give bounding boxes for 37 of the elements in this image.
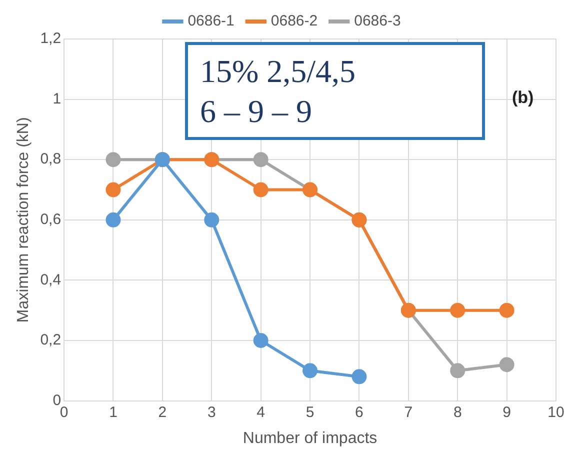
point [499,302,514,318]
y-tick-label: 0,6 [40,211,62,228]
legend-label: 0686-1 [188,12,234,30]
y-tick-label: 1 [52,90,62,108]
x-tick-label: 1 [109,404,118,421]
point [499,357,514,372]
x-axis-title: Number of impacts [242,430,378,447]
x-tick-label: 4 [256,404,266,421]
x-tick-label: 6 [355,404,364,421]
point [106,152,121,168]
point [253,182,268,198]
annotation: (b) [512,88,534,108]
point [450,363,466,378]
y-tick-label: 1,2 [40,30,62,48]
legend-label: 0686-3 [354,12,401,30]
point [204,212,220,228]
x-tick-label: 7 [404,404,413,421]
y-tick-label: 0,8 [40,150,62,168]
legend-label: 0686-2 [270,12,318,30]
text-box: 15% 2,5/4,5 6 – 9 – 9 [185,42,485,140]
point [352,369,367,384]
point [302,363,318,378]
point [253,333,268,348]
y-tick-label: 0,2 [40,332,62,349]
x-tick-label: 9 [502,404,511,421]
x-tick-label: 8 [453,404,462,421]
x-tick-label: 5 [306,404,314,421]
point [253,152,268,168]
y-tick-label: 0 [52,392,62,409]
x-tick-label: 10 [548,404,564,421]
y-axis-title: Maximum reaction force (kN) [15,117,32,323]
y-tick-label: 0,4 [40,271,62,288]
point [106,182,121,198]
x-tick-label: 2 [158,404,167,421]
point [106,212,121,228]
point [450,302,466,318]
x-tick-label: 3 [207,404,216,421]
